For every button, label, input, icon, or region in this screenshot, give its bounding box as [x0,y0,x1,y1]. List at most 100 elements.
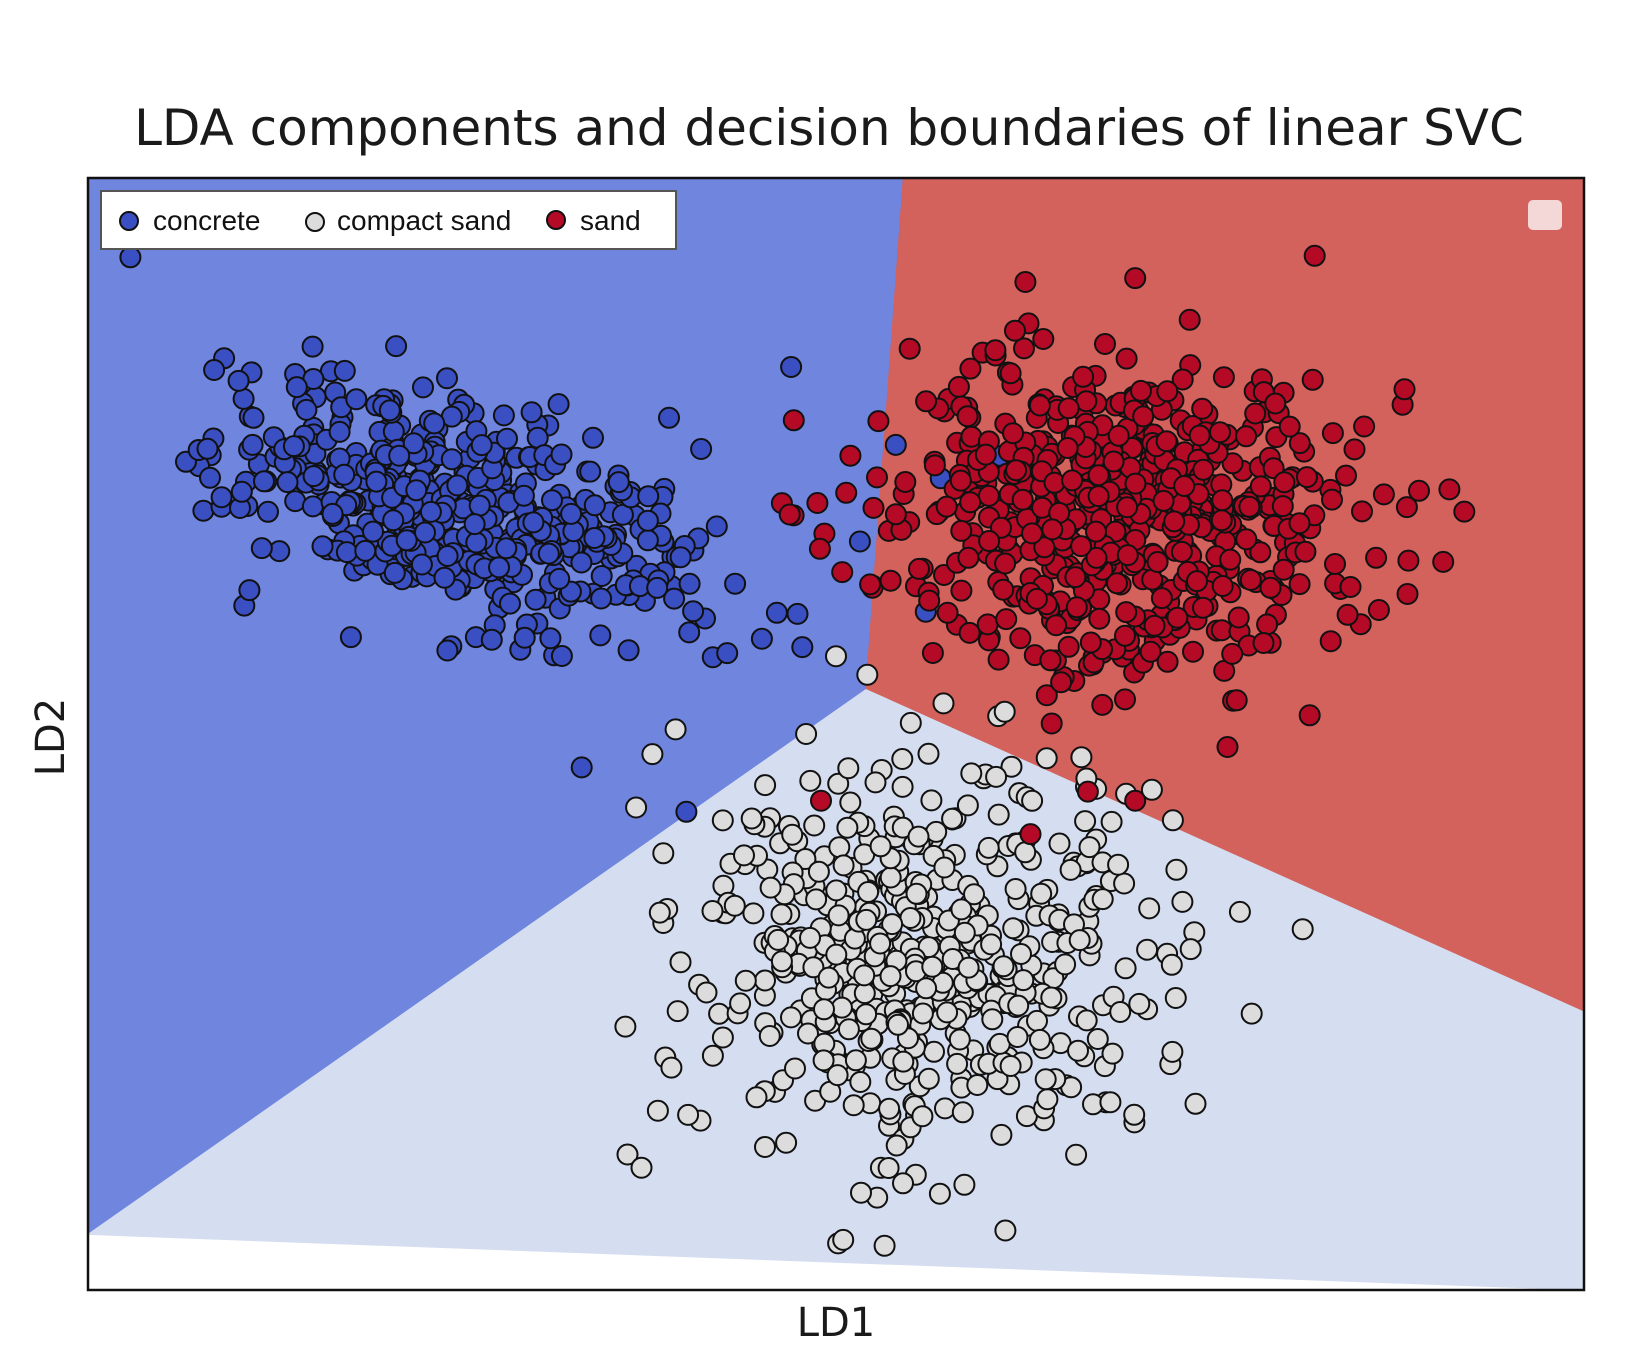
point-sand [1115,601,1138,624]
point-sand [879,569,902,592]
point-sand [859,573,882,596]
point-compact-sand [711,809,734,832]
point-concrete [716,642,739,665]
point-compact-sand [921,955,944,978]
point-concrete [362,520,384,543]
point-concrete [232,387,255,410]
point-sand [1212,366,1235,389]
point-sand [1088,607,1111,630]
point-concrete [238,579,261,602]
point-compact-sand [754,969,776,992]
point-concrete [570,756,593,779]
point-compact-sand [915,977,938,1000]
point-concrete [321,502,344,525]
point-sand [839,444,862,467]
point-concrete [658,406,680,429]
point-concrete [495,537,518,560]
point-concrete [402,432,425,455]
point-compact-sand [892,1050,915,1073]
point-compact-sand [990,1123,1013,1146]
point-compact-sand [963,883,985,906]
point-compact-sand [853,964,876,987]
point-compact-sand [953,1173,976,1196]
point-compact-sand [1138,897,1161,920]
point-compact-sand [981,1008,1004,1031]
point-sand [1191,397,1214,420]
point-concrete [119,246,142,269]
point-compact-sand [1165,858,1188,881]
point-compact-sand [877,1157,900,1179]
series-compact-sand [614,645,1314,1257]
point-sand [1124,789,1147,812]
point-sand [1035,684,1058,707]
point-compact-sand [1100,810,1123,833]
point-compact-sand [850,1181,872,1204]
point-compact-sand [701,1044,724,1067]
point-sand [1188,424,1211,447]
point-concrete [513,626,536,649]
point-concrete [440,448,463,471]
point-sand [950,579,973,602]
point-concrete [301,495,324,518]
point-compact-sand [980,933,1003,956]
point-sand [1085,546,1108,569]
point-concrete [395,529,418,552]
point-sand [1091,693,1114,716]
point-compact-sand [742,902,765,925]
legend-marker-compact-sand [305,212,325,232]
point-compact-sand [842,1094,865,1117]
point-concrete [230,480,253,503]
point-compact-sand [1240,1002,1263,1025]
point-concrete [436,639,459,662]
point-compact-sand [614,1015,637,1038]
point-concrete [548,567,571,590]
point-compact-sand [933,856,956,879]
point-sand [1249,541,1272,564]
point-compact-sand [987,803,1010,826]
point-sand [1294,540,1317,563]
point-sand [1321,422,1344,445]
point-compact-sand [1184,1092,1207,1115]
point-compact-sand [805,888,828,911]
point-sand [1155,430,1178,453]
legend-label-compact-sand: compact sand [337,205,511,236]
point-compact-sand [794,848,817,870]
point-compact-sand [1054,953,1077,976]
point-compact-sand [864,771,887,794]
point-sand [1004,319,1026,342]
point-concrete [311,535,334,558]
point-concrete [669,546,692,569]
x-axis-label: LD1 [797,1300,876,1346]
point-sand [1301,368,1324,391]
point-concrete [227,369,250,392]
series-concrete [119,246,1012,823]
point-compact-sand [920,789,943,812]
point-sand [1116,496,1139,519]
point-sand [1264,392,1287,415]
point-sand [1064,566,1087,589]
point-concrete [550,443,573,466]
point-concrete [463,513,486,536]
point-sand [1171,368,1194,391]
point-sand [921,642,944,664]
point-sand [1025,587,1048,610]
point-compact-sand [781,823,804,846]
point-concrete [550,645,573,667]
point-concrete [405,479,428,502]
point-compact-sand [797,1022,819,1045]
point-sand [1192,596,1214,619]
point-sand [915,390,938,413]
point-sand [950,519,973,542]
point-concrete [365,470,388,493]
point-concrete [423,412,446,435]
point-concrete [468,494,491,517]
point-compact-sand [1034,1068,1057,1091]
point-concrete [590,587,613,610]
point-sand [894,471,917,493]
point-concrete [791,636,814,659]
point-concrete [257,500,279,523]
point-sand [1056,437,1079,459]
point-sand [866,466,888,489]
point-concrete [470,434,493,457]
point-sand [1211,575,1234,597]
